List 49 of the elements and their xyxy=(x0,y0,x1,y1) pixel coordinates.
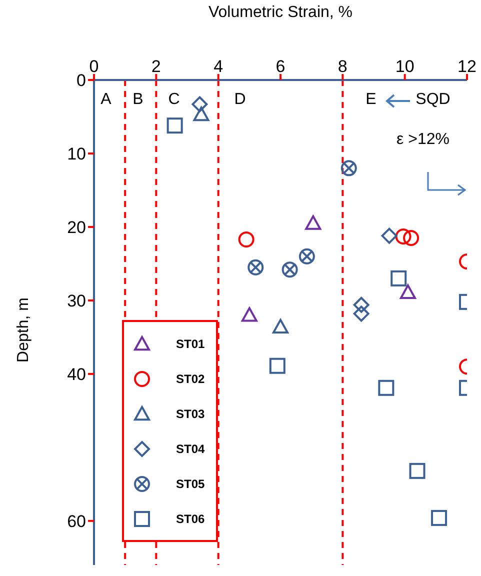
point xyxy=(431,510,448,526)
annotation: SQD xyxy=(416,91,450,109)
point xyxy=(305,215,322,230)
annotation: E xyxy=(366,91,376,109)
legend-label: ST02 xyxy=(176,372,205,386)
chart-title: Volumetric Strain, % xyxy=(207,4,354,22)
x-tick-label: 6 xyxy=(276,57,286,76)
point xyxy=(400,284,416,299)
point xyxy=(340,160,357,176)
legend-label: ST03 xyxy=(176,406,205,420)
point xyxy=(248,259,264,276)
point xyxy=(381,228,398,244)
y-tick-label: 30 xyxy=(67,291,86,310)
point xyxy=(390,270,407,286)
point xyxy=(378,380,394,396)
annotation: A xyxy=(100,91,112,109)
x-tick-label: 10 xyxy=(395,57,414,76)
point xyxy=(395,228,412,245)
point xyxy=(238,231,254,248)
x-tick-label: 0 xyxy=(89,57,99,76)
x-tick-label: 2 xyxy=(151,57,161,76)
point xyxy=(272,318,288,334)
y-tick-label: 40 xyxy=(67,364,86,384)
annotation: ε >12% xyxy=(396,131,450,149)
point xyxy=(166,118,183,134)
point xyxy=(193,106,210,122)
x-tick-label: 4 xyxy=(214,57,224,76)
y-axis-title: Depth, m xyxy=(15,298,33,362)
legend-label: ST05 xyxy=(176,476,205,490)
x-tick-label: 12 xyxy=(458,57,476,76)
point xyxy=(282,262,298,278)
y-tick-label: 0 xyxy=(76,71,86,90)
y-tick-label: 20 xyxy=(67,218,86,238)
y-tick-label: 60 xyxy=(67,512,86,531)
legend-label: ST01 xyxy=(176,336,205,350)
point xyxy=(353,296,370,313)
legend-label: ST06 xyxy=(176,512,205,526)
legend-label: ST04 xyxy=(176,442,205,456)
point xyxy=(269,358,286,374)
annotation: D xyxy=(234,91,246,109)
point xyxy=(241,307,258,322)
x-tick-label: 8 xyxy=(338,57,348,76)
point xyxy=(353,306,370,322)
annotation: B xyxy=(132,91,144,109)
annotation: C xyxy=(168,91,180,109)
y-tick-label: 10 xyxy=(67,144,86,164)
point xyxy=(403,230,420,246)
point xyxy=(298,248,315,264)
point xyxy=(409,462,426,479)
